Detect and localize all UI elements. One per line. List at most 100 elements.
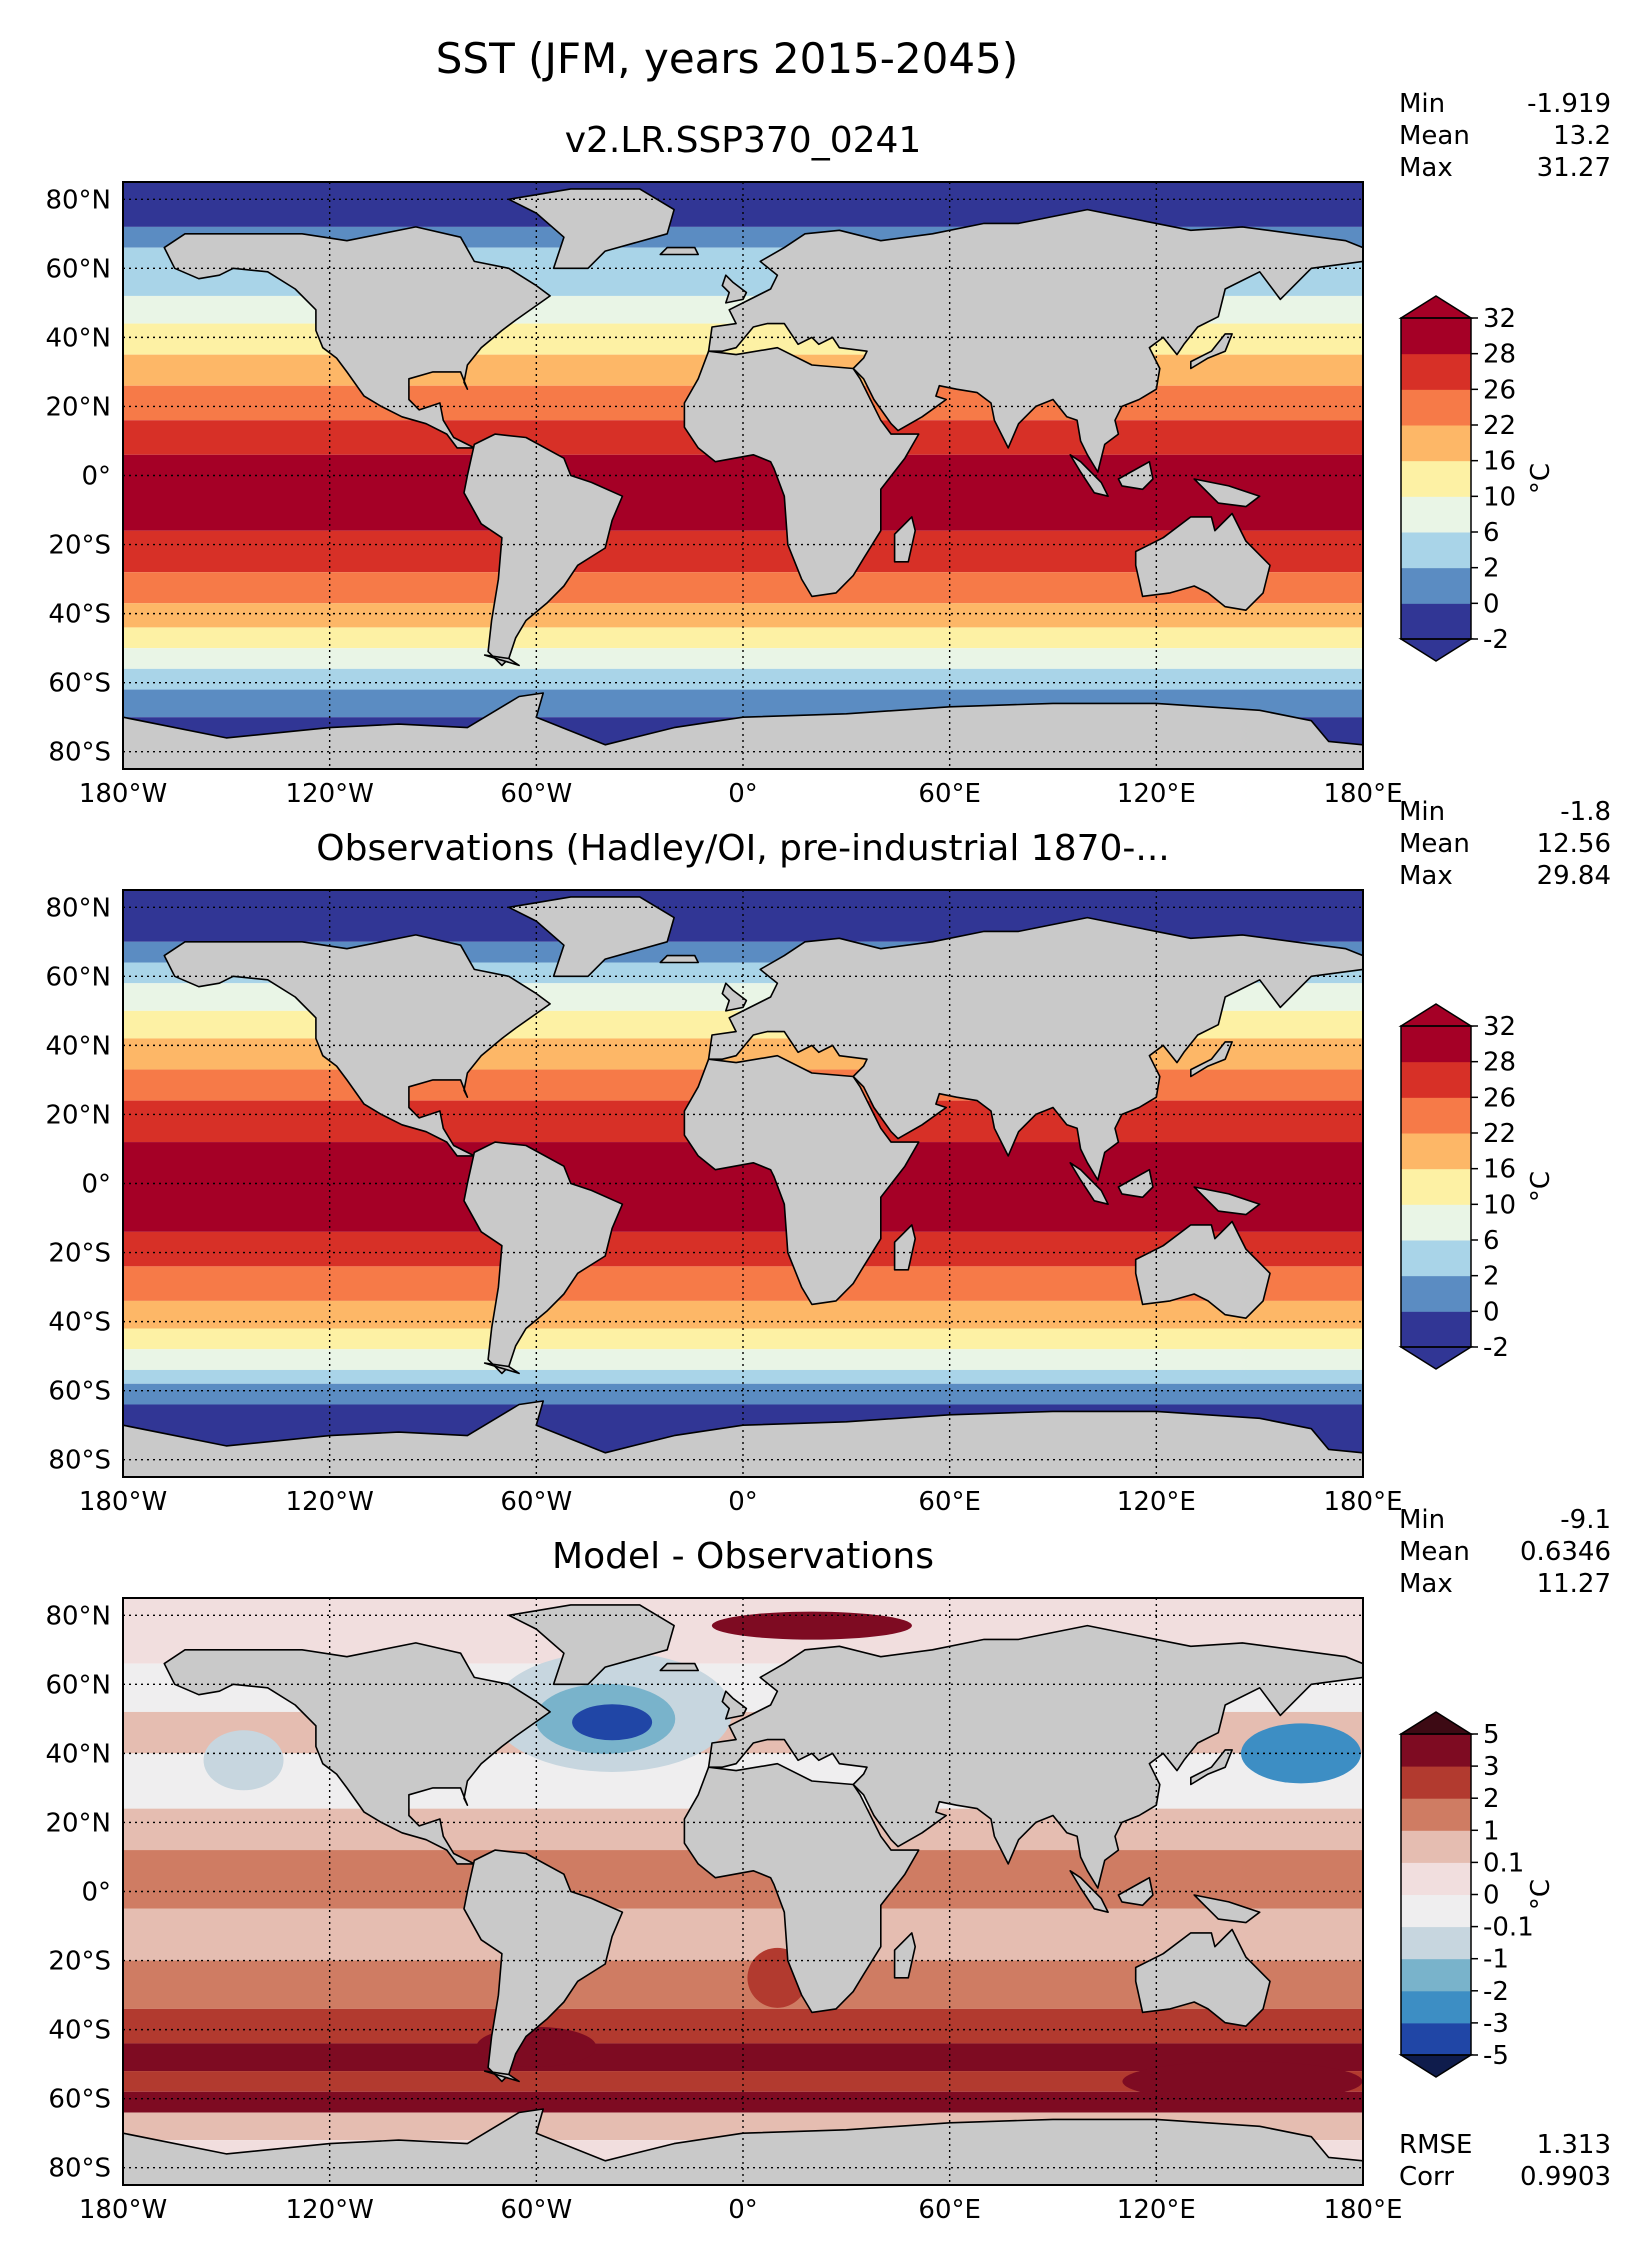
landmass [707,208,1363,473]
landmass [893,1932,917,1979]
figure-title: SST (JFM, years 2015-2045) [436,34,1018,83]
stat-label-corr: Corr [1399,2162,1454,2192]
landmass [123,692,1363,769]
stat-value-min: -9.1 [1560,1505,1611,1535]
lat-tick-label: 80°S [48,2154,111,2184]
colorbar-segment [1401,1766,1471,1799]
landmass [1134,1220,1271,1319]
landmass [893,516,917,563]
colorbar-segment [1401,1061,1471,1098]
lat-tick-label: 60°S [48,2085,111,2115]
landmass [1117,460,1154,491]
colorbar-tick-label: -2 [1483,1977,1509,2007]
landmass [1190,333,1233,370]
colorbar-tick-label: -1 [1483,1945,1509,1975]
landmass [683,346,920,598]
lon-tick-label: 0° [728,779,758,809]
colorbar-segment [1401,460,1471,497]
lat-tick-label: 0° [81,462,111,492]
stat-value-max: 31.27 [1537,153,1611,183]
lat-tick-label: 40°S [48,2016,111,2046]
colorbar-segment [1401,318,1471,355]
lon-tick-label: 60°W [500,779,572,809]
anomaly-patch [711,1611,912,1640]
lat-tick-label: 60°S [48,669,111,699]
lon-tick-label: 60°E [918,1487,981,1517]
colorbar-tick-label: -0.1 [1483,1913,1534,1943]
landmass [707,1624,1363,1889]
stat-value-max: 29.84 [1537,861,1611,891]
gridlines [123,182,1363,769]
map-frame [122,181,1364,770]
stat-value-rmse: 1.313 [1537,2130,1611,2160]
landmass [1117,1168,1154,1199]
landmass [123,1400,1363,1477]
stat-value-max: 11.27 [1537,1569,1611,1599]
lat-tick-label: 40°N [45,1031,111,1061]
lon-tick-label: 180°E [1323,1487,1402,1517]
colorbar-unit: °C [1526,1879,1556,1910]
colorbar-segment [1401,1275,1471,1312]
landmass [507,1604,675,1686]
colorbar-segment [1401,1894,1471,1928]
stat-label-min: Min [1399,1505,1445,1535]
colorbar-segment [1401,496,1471,533]
lon-tick-label: 180°W [79,1487,167,1517]
lat-tick-label: 20°S [48,531,111,561]
landmass [893,1224,917,1271]
colorbar-tick-label: 28 [1483,340,1516,370]
landmass [1193,1894,1261,1924]
colorbar-tick-label: 10 [1483,482,1516,512]
lat-tick-label: 40°N [45,323,111,353]
colorbar-tick-label: 5 [1483,1720,1500,1750]
lat-tick-label: 60°S [48,1377,111,1407]
lat-tick-label: 40°N [45,1739,111,1769]
colorbar-tick-label: 2 [1483,554,1500,584]
colorbar-segment [1401,1097,1471,1134]
lon-tick-label: 60°W [500,1487,572,1517]
map-frame [122,1597,1364,2186]
field-band [123,1328,1363,1350]
colorbar-segment [1401,1026,1471,1063]
landmass [683,1054,920,1306]
map-area [123,890,1363,1477]
colorbar-extend-high [1398,1711,1474,1735]
colorbar-unit: °C [1526,1171,1556,1202]
lon-tick-label: 120°E [1117,1487,1196,1517]
lat-tick-label: 20°N [45,1100,111,1130]
stat-value-mean: 12.56 [1537,829,1611,859]
anomaly-patch [1122,2061,1363,2102]
colorbar-segment [1401,1926,1471,1960]
colorbar-extend-low [1398,638,1474,662]
lon-tick-label: 180°W [79,779,167,809]
lon-tick-label: 120°W [285,779,373,809]
colorbar-segment [1401,1168,1471,1205]
colorbar-tick-label: 32 [1483,1012,1516,1042]
colorbar-tick-label: 0 [1483,1881,1500,1911]
colorbar-tick-label: 2 [1483,1784,1500,1814]
colorbar-tick-label: 26 [1483,1083,1516,1113]
colorbar-segment [1401,1862,1471,1895]
colorbar-extend-low [1398,2054,1474,2078]
landmass [1190,1749,1233,1786]
landmass [721,274,748,304]
colorbar-segment [1401,389,1471,426]
lat-tick-label: 0° [81,1170,111,1200]
landmass [659,954,700,964]
lon-tick-label: 120°W [285,1487,373,1517]
colorbar-segment [1401,1798,1471,1831]
lon-tick-label: 120°E [1117,779,1196,809]
colorbar-segment [1401,1830,1471,1863]
landmass [1134,512,1271,612]
lon-tick-label: 180°E [1323,2195,1402,2225]
colorbar-segment [1401,2022,1471,2056]
colorbar-segment [1401,1990,1471,2024]
colorbar-tick-label: 16 [1483,447,1516,477]
stat-label-mean: Mean [1399,1537,1470,1567]
lon-tick-label: 0° [728,2195,758,2225]
colorbar-tick-label: 16 [1483,1155,1516,1185]
colorbar-tick-label: 2 [1483,1262,1500,1292]
